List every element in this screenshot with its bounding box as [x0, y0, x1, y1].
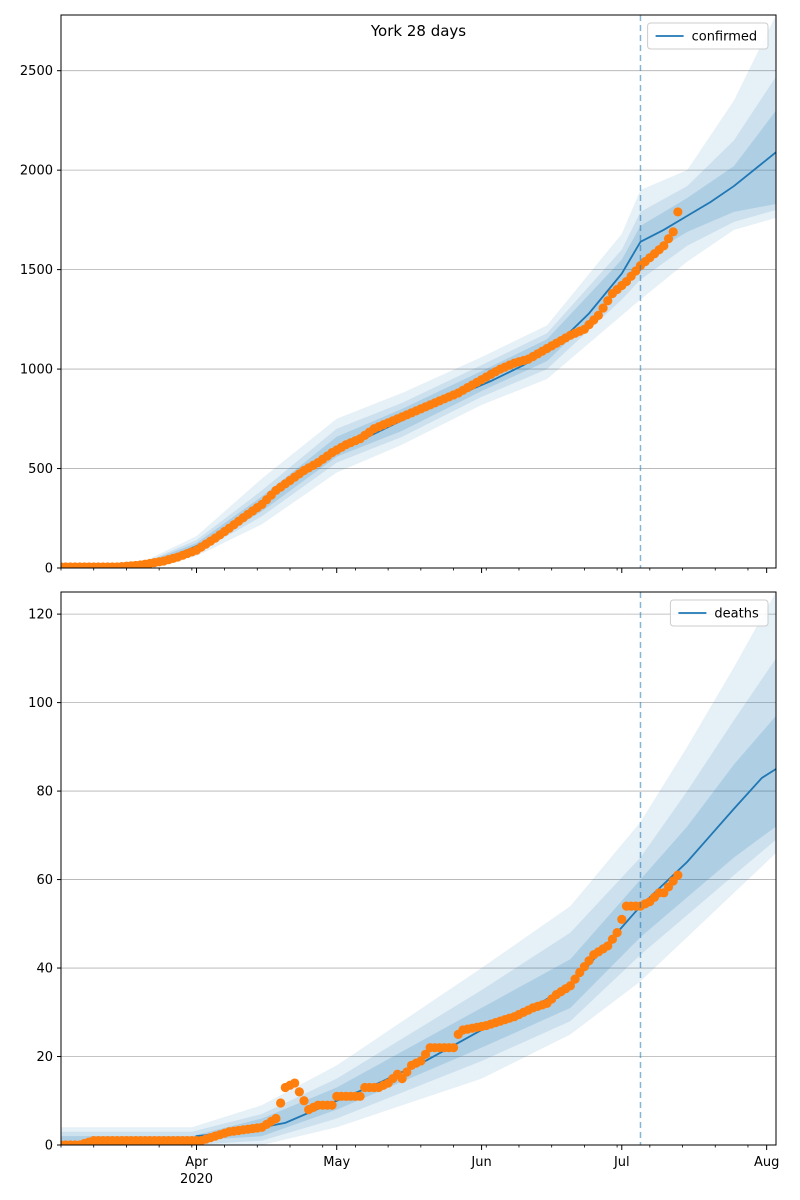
observed-point	[617, 914, 627, 924]
y-tick-label: 1000	[20, 363, 53, 378]
y-tick-label: 0	[45, 1139, 53, 1154]
legend-box	[647, 22, 769, 50]
legend-label: confirmed	[692, 30, 758, 45]
observed-point	[276, 1098, 286, 1108]
observed-point	[299, 1096, 309, 1106]
legend-label: deaths	[714, 607, 759, 622]
observed-point	[612, 928, 622, 938]
y-tick-label: 40	[36, 962, 53, 977]
y-tick-label: 2500	[20, 64, 53, 79]
observed-point	[673, 207, 683, 217]
observed-point	[290, 1078, 300, 1088]
x-tick-sublabel: 2020	[180, 1172, 213, 1187]
plot-area	[61, 592, 776, 1145]
band-outer	[61, 15, 776, 568]
y-tick-label: 80	[36, 785, 53, 800]
confirmed-panel: 0 500 1000 1500 2000 2500 York 28 days confirme…	[20, 14, 777, 577]
plot-area	[61, 15, 776, 568]
observed-point	[668, 227, 678, 237]
deaths-panel: 0 20 40 60 80 100 120 Apr 2020 May Jun Jul Aug deaths	[28, 591, 779, 1187]
chart-title: York 28 days	[370, 22, 466, 40]
y-tick-label: 500	[28, 462, 53, 477]
observed-point	[420, 1049, 431, 1059]
observed-point	[397, 1074, 407, 1084]
legend-box	[669, 599, 769, 627]
observed-point	[570, 974, 580, 984]
band-middle	[61, 658, 776, 1145]
y-tick-label: 60	[36, 873, 53, 888]
y-tick-label: 120	[28, 608, 53, 623]
observed-point	[355, 1091, 365, 1101]
x-tick-label: May	[323, 1155, 350, 1170]
x-tick-label: Jun	[470, 1155, 491, 1170]
observed-point	[603, 296, 613, 306]
observed-point	[593, 310, 604, 320]
observed-point	[402, 1067, 412, 1077]
observed-point	[663, 234, 674, 244]
observed-point	[607, 934, 618, 944]
x-tick-label: Jul	[613, 1155, 630, 1170]
y-tick-label: 1500	[20, 263, 53, 278]
x-tick-label: Aug	[754, 1155, 779, 1170]
y-tick-label: 100	[28, 696, 53, 711]
observed-point	[416, 1056, 426, 1066]
observed-point	[659, 241, 669, 251]
y-tick-label: 20	[36, 1050, 53, 1065]
observed-point	[673, 870, 683, 880]
observed-point	[327, 1100, 337, 1110]
observed-point	[271, 1113, 281, 1124]
observed-point	[598, 303, 608, 313]
axes-frame	[60, 591, 777, 1146]
observed-point	[294, 1087, 304, 1097]
x-tick-label: Apr	[185, 1155, 208, 1170]
y-tick-label: 0	[45, 562, 53, 577]
observed-point	[565, 981, 575, 991]
observed-point	[603, 941, 613, 951]
band-outer	[61, 592, 776, 1145]
axes-frame	[60, 14, 777, 569]
observed-point	[448, 1043, 459, 1053]
y-tick-label: 2000	[20, 164, 53, 179]
